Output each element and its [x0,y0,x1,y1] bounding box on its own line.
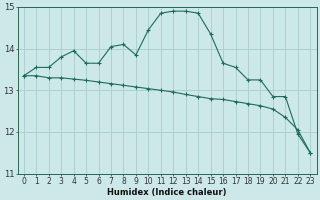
X-axis label: Humidex (Indice chaleur): Humidex (Indice chaleur) [107,188,227,197]
